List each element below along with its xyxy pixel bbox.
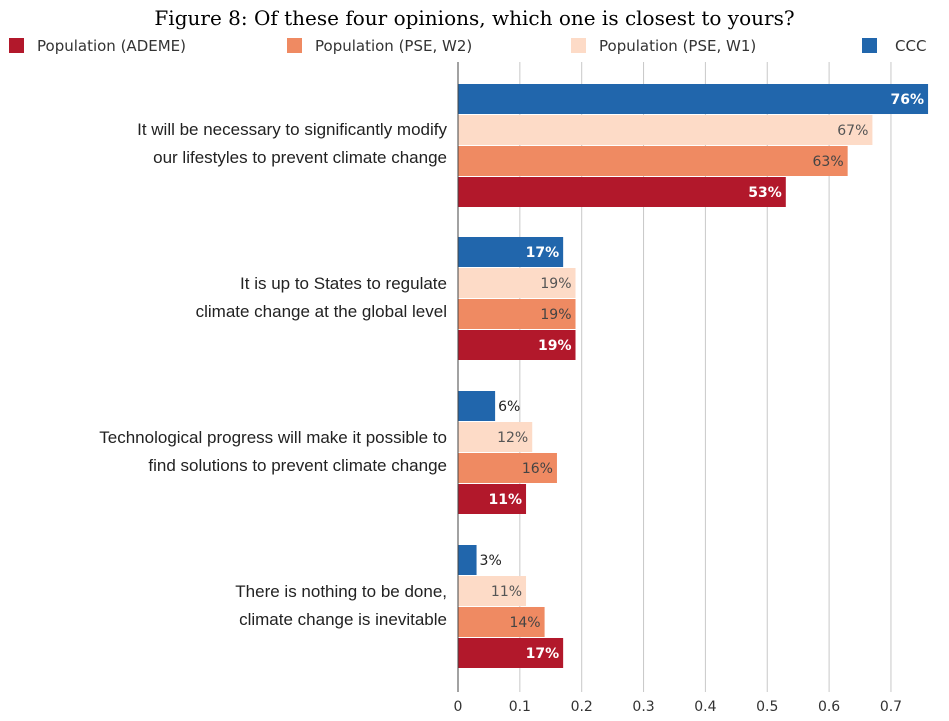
data-label: 17% [526, 245, 560, 261]
bar [458, 484, 527, 514]
bar [458, 422, 533, 452]
bar [458, 453, 557, 483]
category-label: climate change at the global level [196, 302, 447, 321]
legend-swatch [862, 38, 877, 53]
legend-label: Population (ADEME) [37, 37, 186, 55]
data-label: 3% [480, 553, 502, 569]
data-label: 67% [837, 123, 868, 139]
x-tick-label: 0.1 [509, 699, 531, 715]
chart-title: Figure 8: Of these four opinions, which … [154, 6, 795, 30]
data-label: 6% [498, 399, 520, 415]
data-label: 17% [526, 646, 560, 662]
x-tick-label: 0.7 [880, 699, 902, 715]
category-label: Technological progress will make it poss… [99, 428, 447, 447]
data-label: 19% [540, 307, 571, 323]
bar [458, 237, 564, 267]
category-label: climate change is inevitable [239, 610, 447, 629]
x-tick-label: 0.3 [632, 699, 654, 715]
bar [458, 330, 576, 360]
x-tick-label: 0.6 [818, 699, 840, 715]
category-label: There is nothing to be done, [235, 582, 447, 601]
bar [458, 268, 576, 298]
data-label: 76% [891, 92, 925, 108]
bar [458, 545, 477, 575]
data-label: 14% [509, 615, 540, 631]
data-label: 63% [813, 154, 844, 170]
bar [458, 177, 786, 207]
category-label: our lifestyles to prevent climate change [153, 148, 447, 167]
data-label: 53% [748, 185, 782, 201]
data-label: 19% [538, 338, 572, 354]
legend-swatch [571, 38, 586, 53]
data-label: 12% [497, 430, 528, 446]
bar [458, 115, 873, 145]
category-label: find solutions to prevent climate change [148, 456, 447, 475]
data-label: 11% [489, 492, 523, 508]
legend-label: Population (PSE, W1) [599, 37, 756, 55]
data-label: 11% [491, 584, 522, 600]
legend-label: Population (PSE, W2) [315, 37, 472, 55]
legend-swatch [287, 38, 302, 53]
bar [458, 146, 848, 176]
bar [458, 299, 576, 329]
category-label: It will be necessary to significantly mo… [137, 120, 447, 139]
legend-swatch [9, 38, 24, 53]
x-tick-label: 0 [454, 699, 463, 715]
bar [458, 607, 545, 637]
bar [458, 576, 527, 606]
bar [458, 391, 496, 421]
legend-label: CCC [895, 37, 926, 55]
bar [458, 638, 564, 668]
data-label: 19% [540, 276, 571, 292]
category-label: It is up to States to regulate [240, 274, 447, 293]
x-tick-label: 0.2 [571, 699, 593, 715]
data-label: 16% [522, 461, 553, 477]
x-tick-label: 0.4 [694, 699, 716, 715]
bar [458, 84, 929, 114]
x-tick-label: 0.5 [756, 699, 778, 715]
